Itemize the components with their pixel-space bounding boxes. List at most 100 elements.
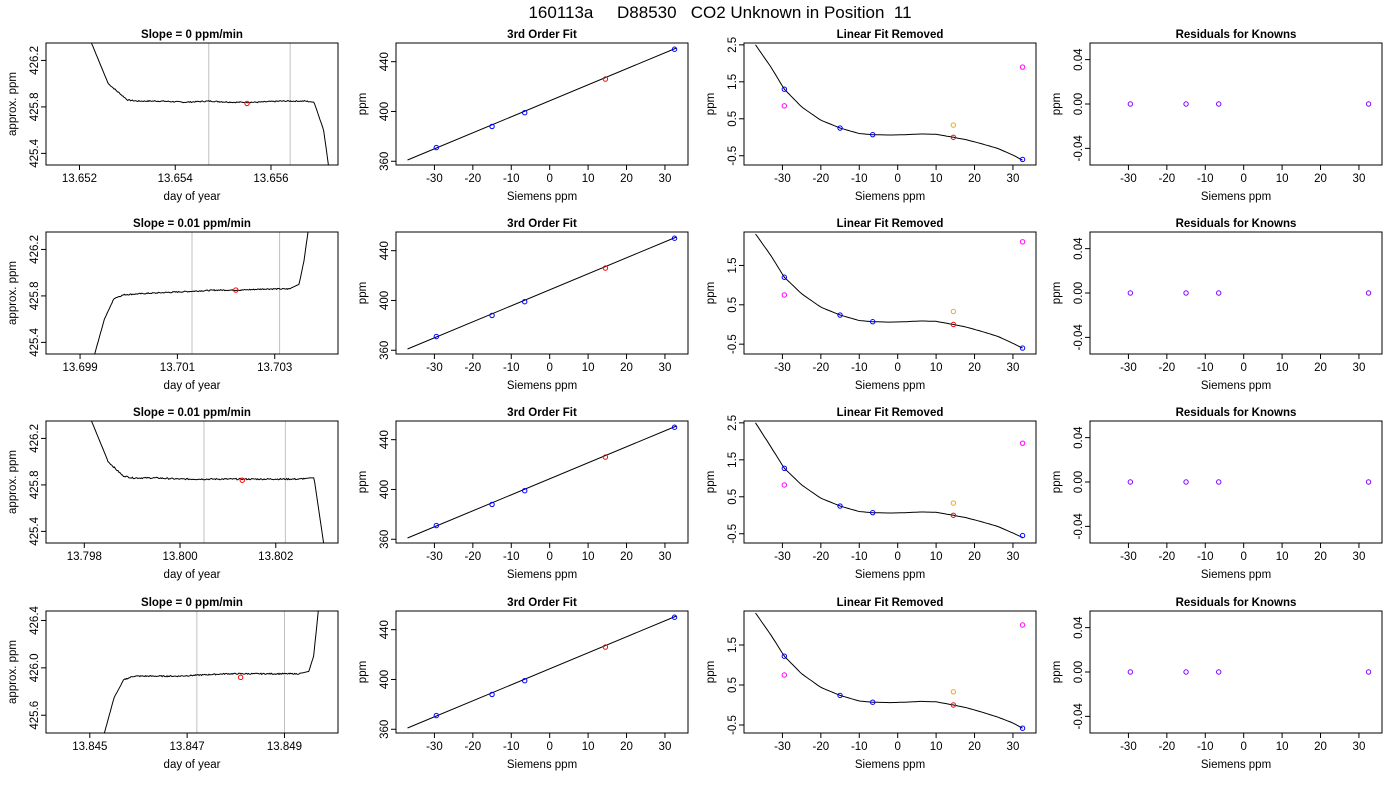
panel-title: Slope = 0 ppm/min [141,29,243,41]
plot-frame [743,420,1037,544]
plot-frame [395,420,689,544]
x-tick-label: 10 [1276,173,1289,185]
mean-marker [233,287,239,293]
data-point [671,614,678,620]
data-point [671,424,678,430]
x-tick-label: 13.701 [160,362,195,374]
data-point [781,653,788,659]
x-axis-label: Siemens ppm [1201,191,1271,203]
x-tick-label: 10 [1276,741,1289,753]
panel-r4-lin: Linear Fit Removed -30 -20 -10 0 10 20 30 -0.5 0.… [705,597,1037,771]
data-point [837,503,843,509]
fit-curve [755,422,1023,538]
y-axis-label: ppm [1051,471,1063,493]
data-point [1019,345,1026,351]
data-point [433,333,440,340]
x-tick-label: -30 [1120,551,1137,563]
y-tick-label: 360 [379,152,391,171]
panel-r1-lin: Linear Fit Removed -30 -20 -10 0 10 20 30 -0.5 0.… [705,29,1037,203]
panel-r2-fit: 3rd Order Fit -30 -20 -10 0 10 20 30 360 400 440 Si… [357,218,689,392]
x-tick-label: -30 [774,741,791,753]
data-point [837,125,843,131]
y-tick-label: 0.00 [1073,93,1085,115]
data-point [1019,156,1026,163]
data-point [781,672,788,678]
y-axis-label: ppm [705,471,717,493]
x-tick-label: 30 [659,551,672,563]
data-point [1183,101,1189,107]
panel-title: Linear Fit Removed [837,29,944,41]
y-tick-label: 0.5 [727,677,739,693]
panel-title: Residuals for Knowns [1176,407,1297,419]
x-tick-label: 20 [620,362,633,374]
x-tick-label: 30 [1007,741,1020,753]
x-tick-label: 20 [1314,362,1327,374]
panel-title: Slope = 0.01 ppm/min [133,218,251,230]
x-tick-label: 0 [546,741,552,753]
panel-title: Linear Fit Removed [837,597,944,609]
y-tick-label: 425.4 [29,516,41,545]
panel-r4-fit: 3rd Order Fit -30 -20 -10 0 10 20 30 360 400 440 Si… [357,597,689,771]
y-tick-label: 0.04 [1073,48,1085,71]
y-tick-label: 440 [379,620,391,639]
y-axis-label: ppm [1051,282,1063,304]
x-tick-label: 10 [582,362,595,374]
fit-curve [755,44,1023,161]
x-tick-label: -20 [465,741,482,753]
x-tick-label: -10 [503,173,520,185]
plot-frame [395,231,689,355]
data-point [671,46,678,52]
data-point [1127,669,1134,675]
plot-frame [743,231,1037,355]
y-tick-label: 360 [379,720,391,739]
data-point [602,76,609,82]
x-tick-label: 30 [1007,362,1020,374]
data-point [837,312,843,318]
data-point [602,265,609,271]
x-tick-label: 13.703 [257,362,292,374]
fit-line [407,47,677,161]
x-tick-label: -30 [774,551,791,563]
plot-area [407,235,678,350]
plot-area [407,46,678,161]
data-point [781,482,788,488]
x-tick-label: 0 [1240,741,1246,753]
y-axis-label: ppm [705,282,717,304]
mean-marker [239,477,245,483]
x-tick-label: -10 [1197,551,1214,563]
y-tick-label: -0.04 [1073,703,1085,730]
plot-frame [45,420,339,544]
plot-frame [743,610,1037,734]
plot-frame [1089,231,1383,355]
data-point [1216,479,1222,485]
x-tick-label: 20 [1314,741,1327,753]
fit-line [407,425,677,539]
x-tick-label: -20 [465,551,482,563]
data-point [433,712,440,719]
panel-title: 3rd Order Fit [507,218,577,230]
y-tick-label: 0.5 [727,111,739,127]
x-tick-label: 10 [930,173,943,185]
data-point [489,691,495,698]
y-axis-label: approx. ppm [7,261,19,325]
x-tick-label: -10 [851,173,868,185]
panel-title: 3rd Order Fit [507,597,577,609]
y-tick-label: 426.0 [29,653,41,682]
x-tick-label: 10 [930,741,943,753]
x-tick-label: 10 [930,551,943,563]
x-tick-label: 30 [1007,173,1020,185]
y-tick-label: 425.8 [29,282,41,311]
data-point [870,131,876,138]
x-axis-label: day of year [164,380,221,392]
y-tick-label: 400 [379,102,391,121]
panel-title: 3rd Order Fit [507,29,577,41]
y-tick-label: 425.4 [29,327,41,356]
x-axis-label: Siemens ppm [507,191,577,203]
x-tick-label: -20 [465,362,482,374]
y-axis-label: ppm [705,93,717,115]
panel-title: Slope = 0 ppm/min [141,597,243,609]
y-tick-label: 400 [379,480,391,499]
panel-r3-fit: 3rd Order Fit -30 -20 -10 0 10 20 30 360 400 440 Si… [357,407,689,581]
y-tick-label: -0.5 [727,146,739,166]
data-point [950,308,957,315]
